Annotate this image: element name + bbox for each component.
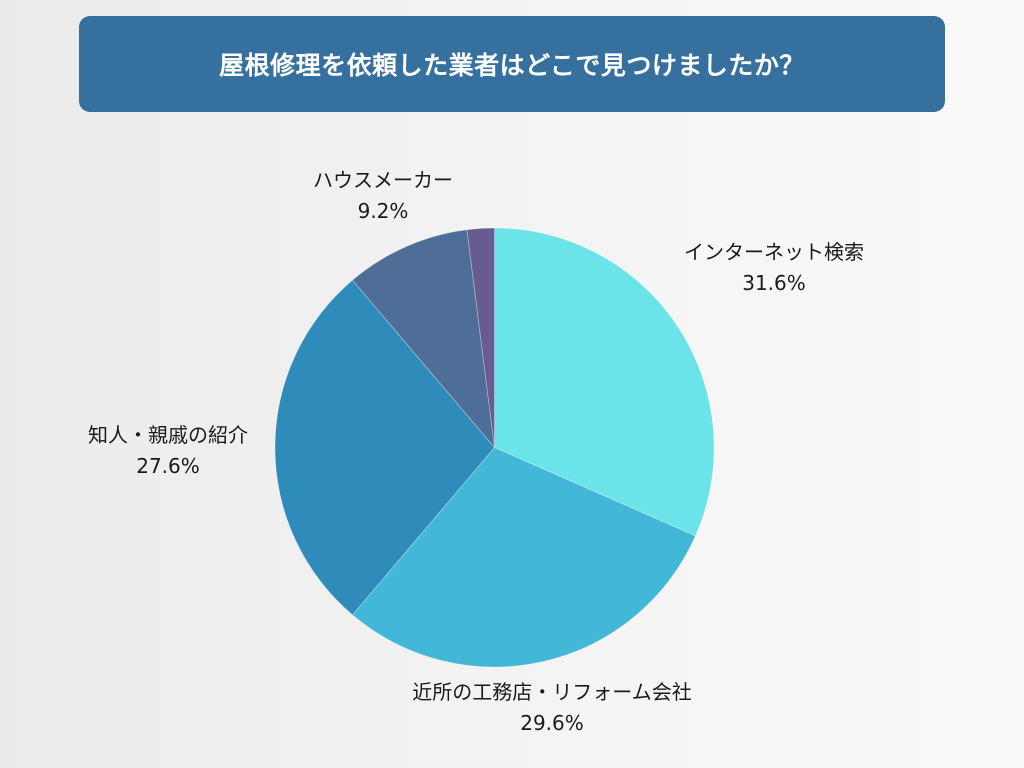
label-internet-name: インターネット検索 <box>684 240 864 264</box>
label-referral: 知人・親戚の紹介 27.6% <box>88 420 248 482</box>
label-housemaker: ハウスメーカー 9.2% <box>313 165 453 227</box>
pie-slice-3 <box>351 229 496 449</box>
pie-slice-4 <box>466 227 495 448</box>
chart-title: 屋根修理を依頼した業者はどこで見つけましたか？ <box>219 51 805 80</box>
label-local: 近所の工務店・リフォーム会社 29.6% <box>412 677 691 739</box>
pie-slice-0 <box>494 227 715 537</box>
label-local-name: 近所の工務店・リフォーム会社 <box>412 680 692 704</box>
label-housemaker-pct: 9.2% <box>357 199 409 223</box>
title-banner: 屋根修理を依頼した業者はどこで見つけましたか？ <box>79 16 945 112</box>
pie-slice-1 <box>351 447 696 668</box>
label-internet-pct: 31.6% <box>742 271 806 295</box>
label-internet: インターネット検索 31.6% <box>684 237 864 299</box>
label-referral-name: 知人・親戚の紹介 <box>88 423 248 447</box>
label-local-pct: 29.6% <box>520 711 584 735</box>
pie-slice-2 <box>274 279 496 616</box>
label-housemaker-name: ハウスメーカー <box>313 168 453 192</box>
label-referral-pct: 27.6% <box>136 454 200 478</box>
